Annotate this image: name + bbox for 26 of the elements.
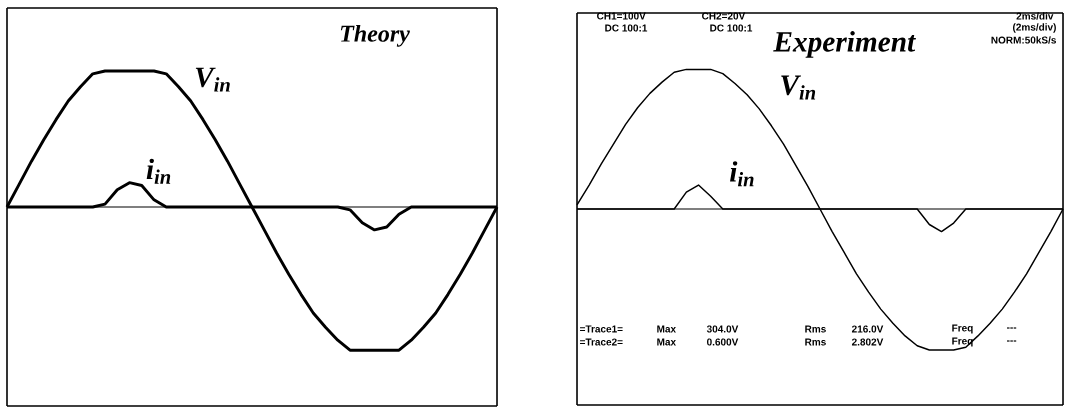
text: CH1=100V: [597, 12, 646, 20]
annotation: Max: [657, 338, 676, 346]
series-label: V$_{in}$: [781, 75, 816, 100]
chart-title: Theory: [340, 24, 410, 47]
annotation: Rms: [805, 325, 826, 333]
annotation: ---: [1007, 340, 1017, 342]
series-label: i$_{in}$: [730, 161, 754, 187]
annotation: 2.802V: [851, 338, 884, 346]
annotation: Rms: [805, 338, 826, 346]
annotation: 0.600V: [707, 338, 739, 346]
annotation: =Trace1=: [580, 325, 623, 333]
annotation: ---: [1007, 327, 1017, 329]
annotation: 216.0V: [851, 325, 884, 333]
text: DC 100:1: [710, 24, 753, 32]
text: NORM:50kS/s: [991, 36, 1056, 44]
chart-title: Experiment: [773, 31, 916, 58]
annotation: =Trace2=: [580, 338, 623, 346]
text: DC 100:1: [605, 24, 648, 32]
annotation: Max: [657, 325, 676, 333]
text: (2ms/div): [1013, 23, 1056, 33]
text: 2ms/div: [1016, 12, 1054, 20]
annotation: Freq: [952, 324, 973, 334]
text: CH2=20V: [702, 12, 746, 20]
annotation: 304.0V: [706, 325, 739, 333]
series-label: i$_{in}$: [146, 158, 171, 184]
series-label: V$_{in}$: [195, 67, 230, 92]
